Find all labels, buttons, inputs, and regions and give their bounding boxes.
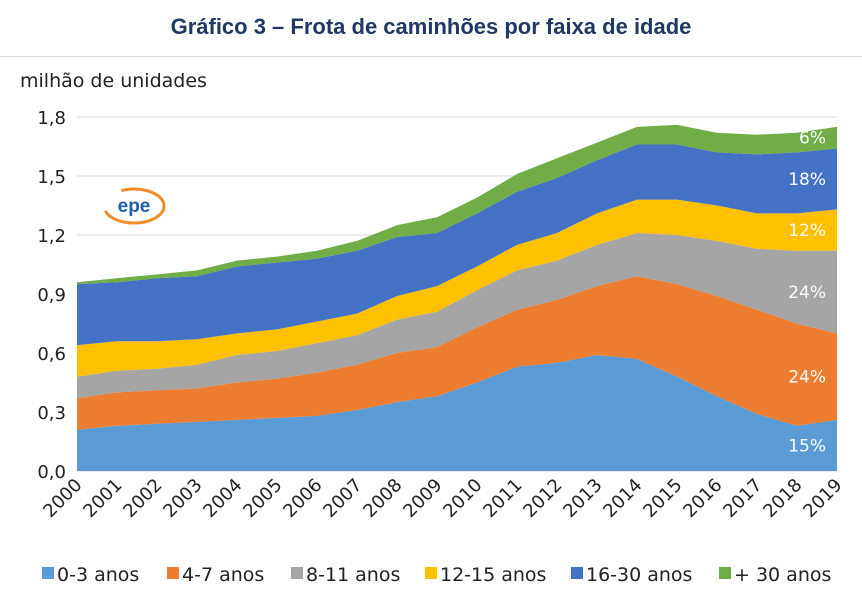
x-tick-label: 2010 (439, 475, 486, 522)
y-tick-label: 1,5 (37, 167, 66, 188)
share-label: 12% (788, 221, 826, 241)
x-tick-label: 2013 (559, 475, 606, 522)
legend-swatch (167, 567, 179, 579)
legend-item: 12-15 anos (425, 564, 546, 586)
area-30-anos (77, 124, 837, 285)
y-tick-label: 0,9 (37, 285, 66, 306)
legend-item: 16-30 anos (571, 564, 692, 586)
legend-label: 8-11 anos (306, 564, 400, 586)
x-tick-label: 2006 (279, 475, 326, 522)
y-tick-label: 0,0 (37, 462, 66, 483)
x-tick-label: 2016 (679, 475, 726, 522)
area-16-30-anos (77, 144, 837, 346)
y-axis-ticks: 0,0 0,3 0,6 0,9 1,2 1,5 1,8 (37, 108, 66, 483)
chart-title: Gráfico 3 – Frota de caminhões por faixa… (170, 14, 692, 39)
x-tick-label: 2018 (759, 475, 806, 522)
area-8-11-anos (77, 233, 837, 399)
legend-swatch (425, 567, 437, 579)
x-tick-label: 2012 (519, 475, 566, 522)
share-labels: 15% 24% 24% 12% 18% 6% (788, 129, 826, 457)
y-tick-label: 0,6 (37, 344, 66, 365)
area-0-3-anos (77, 354, 837, 471)
x-tick-label: 2002 (119, 475, 166, 522)
area-4-7-anos (77, 276, 837, 430)
legend-label: 12-15 anos (440, 564, 546, 586)
share-label: 24% (788, 368, 826, 388)
legend-swatch (571, 567, 583, 579)
x-tick-label: 2017 (719, 475, 766, 522)
y-tick-label: 1,8 (37, 108, 66, 129)
x-tick-label: 2014 (599, 475, 646, 522)
x-tick-label: 2005 (239, 475, 286, 522)
legend-swatch (42, 567, 54, 579)
epe-logo: epe (102, 187, 166, 225)
share-label: 15% (788, 436, 826, 456)
y-axis-unit-label: milhão de unidades (20, 70, 207, 92)
share-label: 24% (788, 283, 826, 303)
legend-label: + 30 anos (734, 564, 831, 586)
y-tick-label: 1,2 (37, 226, 66, 247)
x-tick-label: 2015 (639, 475, 686, 522)
share-label: 6% (799, 129, 826, 149)
legend-label: 4-7 anos (182, 564, 264, 586)
x-axis-ticks: 2000200120022003200420052006200720082009… (39, 475, 846, 522)
share-label: 18% (788, 170, 826, 190)
x-tick-label: 2008 (359, 475, 406, 522)
title-divider (0, 56, 862, 57)
x-tick-label: 2011 (479, 475, 526, 522)
legend-swatch (719, 567, 731, 579)
y-tick-label: 0,3 (37, 403, 66, 424)
area-series (77, 124, 837, 471)
legend-item: 8-11 anos (291, 564, 400, 586)
legend-item: 4-7 anos (167, 564, 264, 586)
x-tick-label: 2007 (319, 475, 366, 522)
legend-swatch (291, 567, 303, 579)
legend-label: 0-3 anos (57, 564, 139, 586)
area-12-15-anos (77, 199, 837, 377)
x-tick-label: 2001 (79, 475, 126, 522)
logo-text: epe (118, 196, 151, 217)
legend-item: + 30 anos (719, 564, 831, 586)
legend: 0-3 anos 4-7 anos 8-11 anos 12-15 anos 16-30… (42, 564, 831, 586)
x-tick-label: 2004 (199, 475, 246, 522)
x-tick-label: 2003 (159, 475, 206, 522)
x-tick-label: 2009 (399, 475, 446, 522)
x-tick-label: 2019 (799, 475, 846, 522)
legend-item: 0-3 anos (42, 564, 139, 586)
legend-label: 16-30 anos (586, 564, 692, 586)
